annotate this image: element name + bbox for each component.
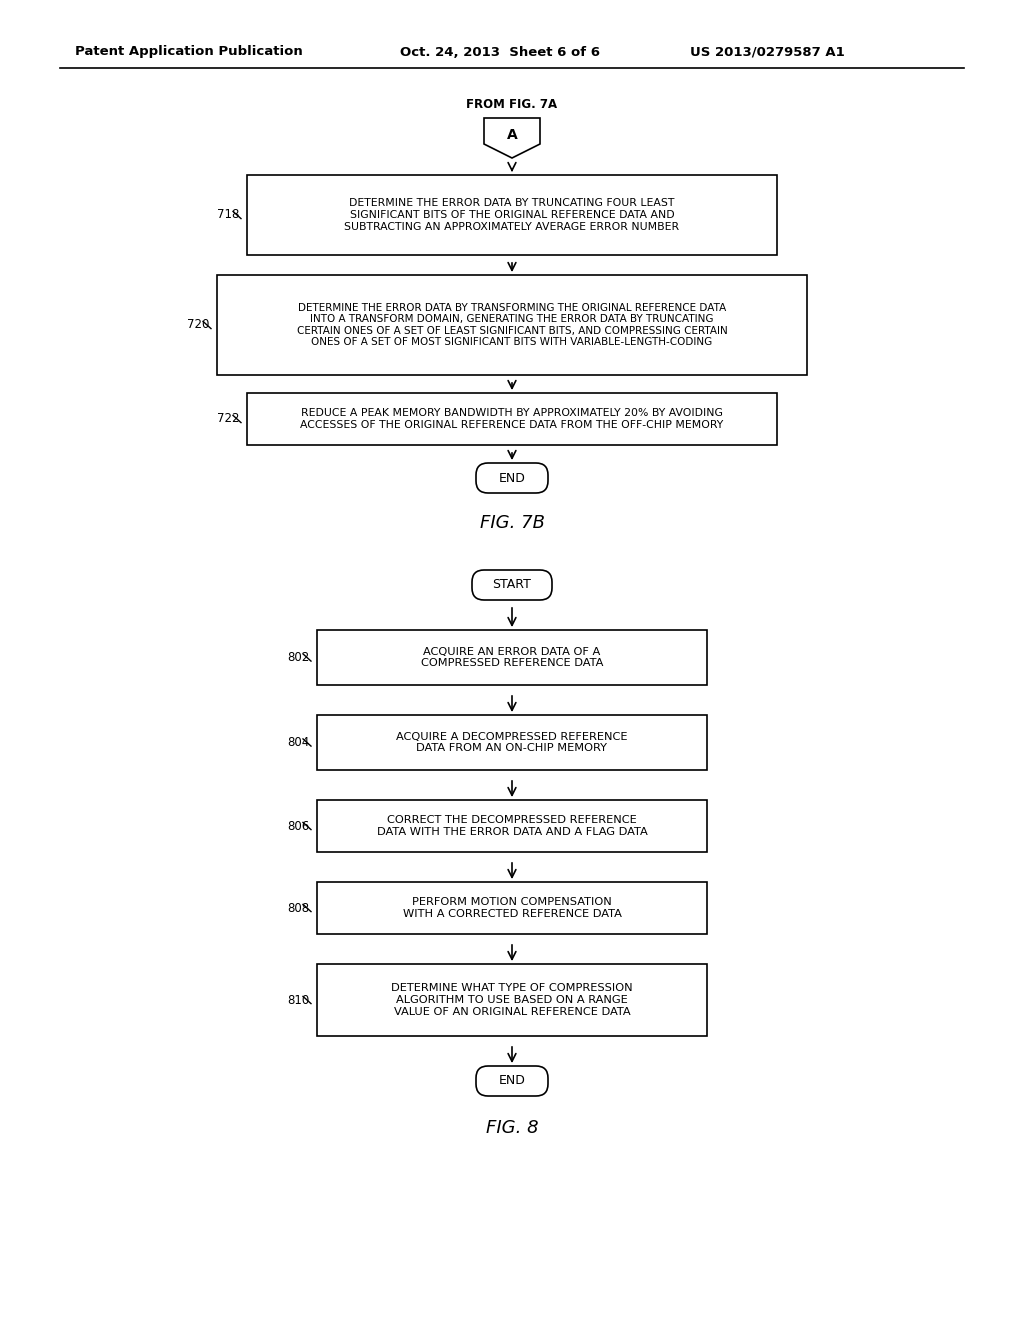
Text: END: END <box>499 1074 525 1088</box>
Text: US 2013/0279587 A1: US 2013/0279587 A1 <box>690 45 845 58</box>
Text: PERFORM MOTION COMPENSATION
WITH A CORRECTED REFERENCE DATA: PERFORM MOTION COMPENSATION WITH A CORRE… <box>402 898 622 919</box>
Text: DETERMINE THE ERROR DATA BY TRANSFORMING THE ORIGINAL REFERENCE DATA
INTO A TRAN: DETERMINE THE ERROR DATA BY TRANSFORMING… <box>297 302 727 347</box>
Text: 722: 722 <box>216 412 239 425</box>
Text: CORRECT THE DECOMPRESSED REFERENCE
DATA WITH THE ERROR DATA AND A FLAG DATA: CORRECT THE DECOMPRESSED REFERENCE DATA … <box>377 816 647 837</box>
FancyBboxPatch shape <box>317 800 707 851</box>
Text: 810: 810 <box>287 994 309 1006</box>
Text: 804: 804 <box>287 737 309 748</box>
Text: FIG. 8: FIG. 8 <box>485 1119 539 1137</box>
Text: END: END <box>499 471 525 484</box>
Text: DETERMINE WHAT TYPE OF COMPRESSION
ALGORITHM TO USE BASED ON A RANGE
VALUE OF AN: DETERMINE WHAT TYPE OF COMPRESSION ALGOR… <box>391 983 633 1016</box>
Text: 720: 720 <box>186 318 209 331</box>
FancyBboxPatch shape <box>476 1067 548 1096</box>
Text: 718: 718 <box>217 209 239 222</box>
Text: 808: 808 <box>287 902 309 915</box>
FancyBboxPatch shape <box>217 275 807 375</box>
FancyBboxPatch shape <box>247 393 777 445</box>
Text: 802: 802 <box>287 651 309 664</box>
Text: A: A <box>507 128 517 143</box>
FancyBboxPatch shape <box>317 964 707 1036</box>
FancyBboxPatch shape <box>317 882 707 935</box>
FancyBboxPatch shape <box>476 463 548 492</box>
Text: ACQUIRE A DECOMPRESSED REFERENCE
DATA FROM AN ON-CHIP MEMORY: ACQUIRE A DECOMPRESSED REFERENCE DATA FR… <box>396 731 628 754</box>
FancyBboxPatch shape <box>317 630 707 685</box>
Text: 806: 806 <box>287 820 309 833</box>
Text: REDUCE A PEAK MEMORY BANDWIDTH BY APPROXIMATELY 20% BY AVOIDING
ACCESSES OF THE : REDUCE A PEAK MEMORY BANDWIDTH BY APPROX… <box>300 408 724 430</box>
FancyBboxPatch shape <box>472 570 552 601</box>
Text: Patent Application Publication: Patent Application Publication <box>75 45 303 58</box>
Text: FIG. 7B: FIG. 7B <box>479 513 545 532</box>
Text: START: START <box>493 578 531 591</box>
FancyBboxPatch shape <box>317 715 707 770</box>
FancyBboxPatch shape <box>247 176 777 255</box>
Text: DETERMINE THE ERROR DATA BY TRUNCATING FOUR LEAST
SIGNIFICANT BITS OF THE ORIGIN: DETERMINE THE ERROR DATA BY TRUNCATING F… <box>344 198 680 231</box>
Polygon shape <box>484 117 540 158</box>
Text: Oct. 24, 2013  Sheet 6 of 6: Oct. 24, 2013 Sheet 6 of 6 <box>400 45 600 58</box>
Text: ACQUIRE AN ERROR DATA OF A
COMPRESSED REFERENCE DATA: ACQUIRE AN ERROR DATA OF A COMPRESSED RE… <box>421 647 603 668</box>
Text: FROM FIG. 7A: FROM FIG. 7A <box>467 99 557 111</box>
